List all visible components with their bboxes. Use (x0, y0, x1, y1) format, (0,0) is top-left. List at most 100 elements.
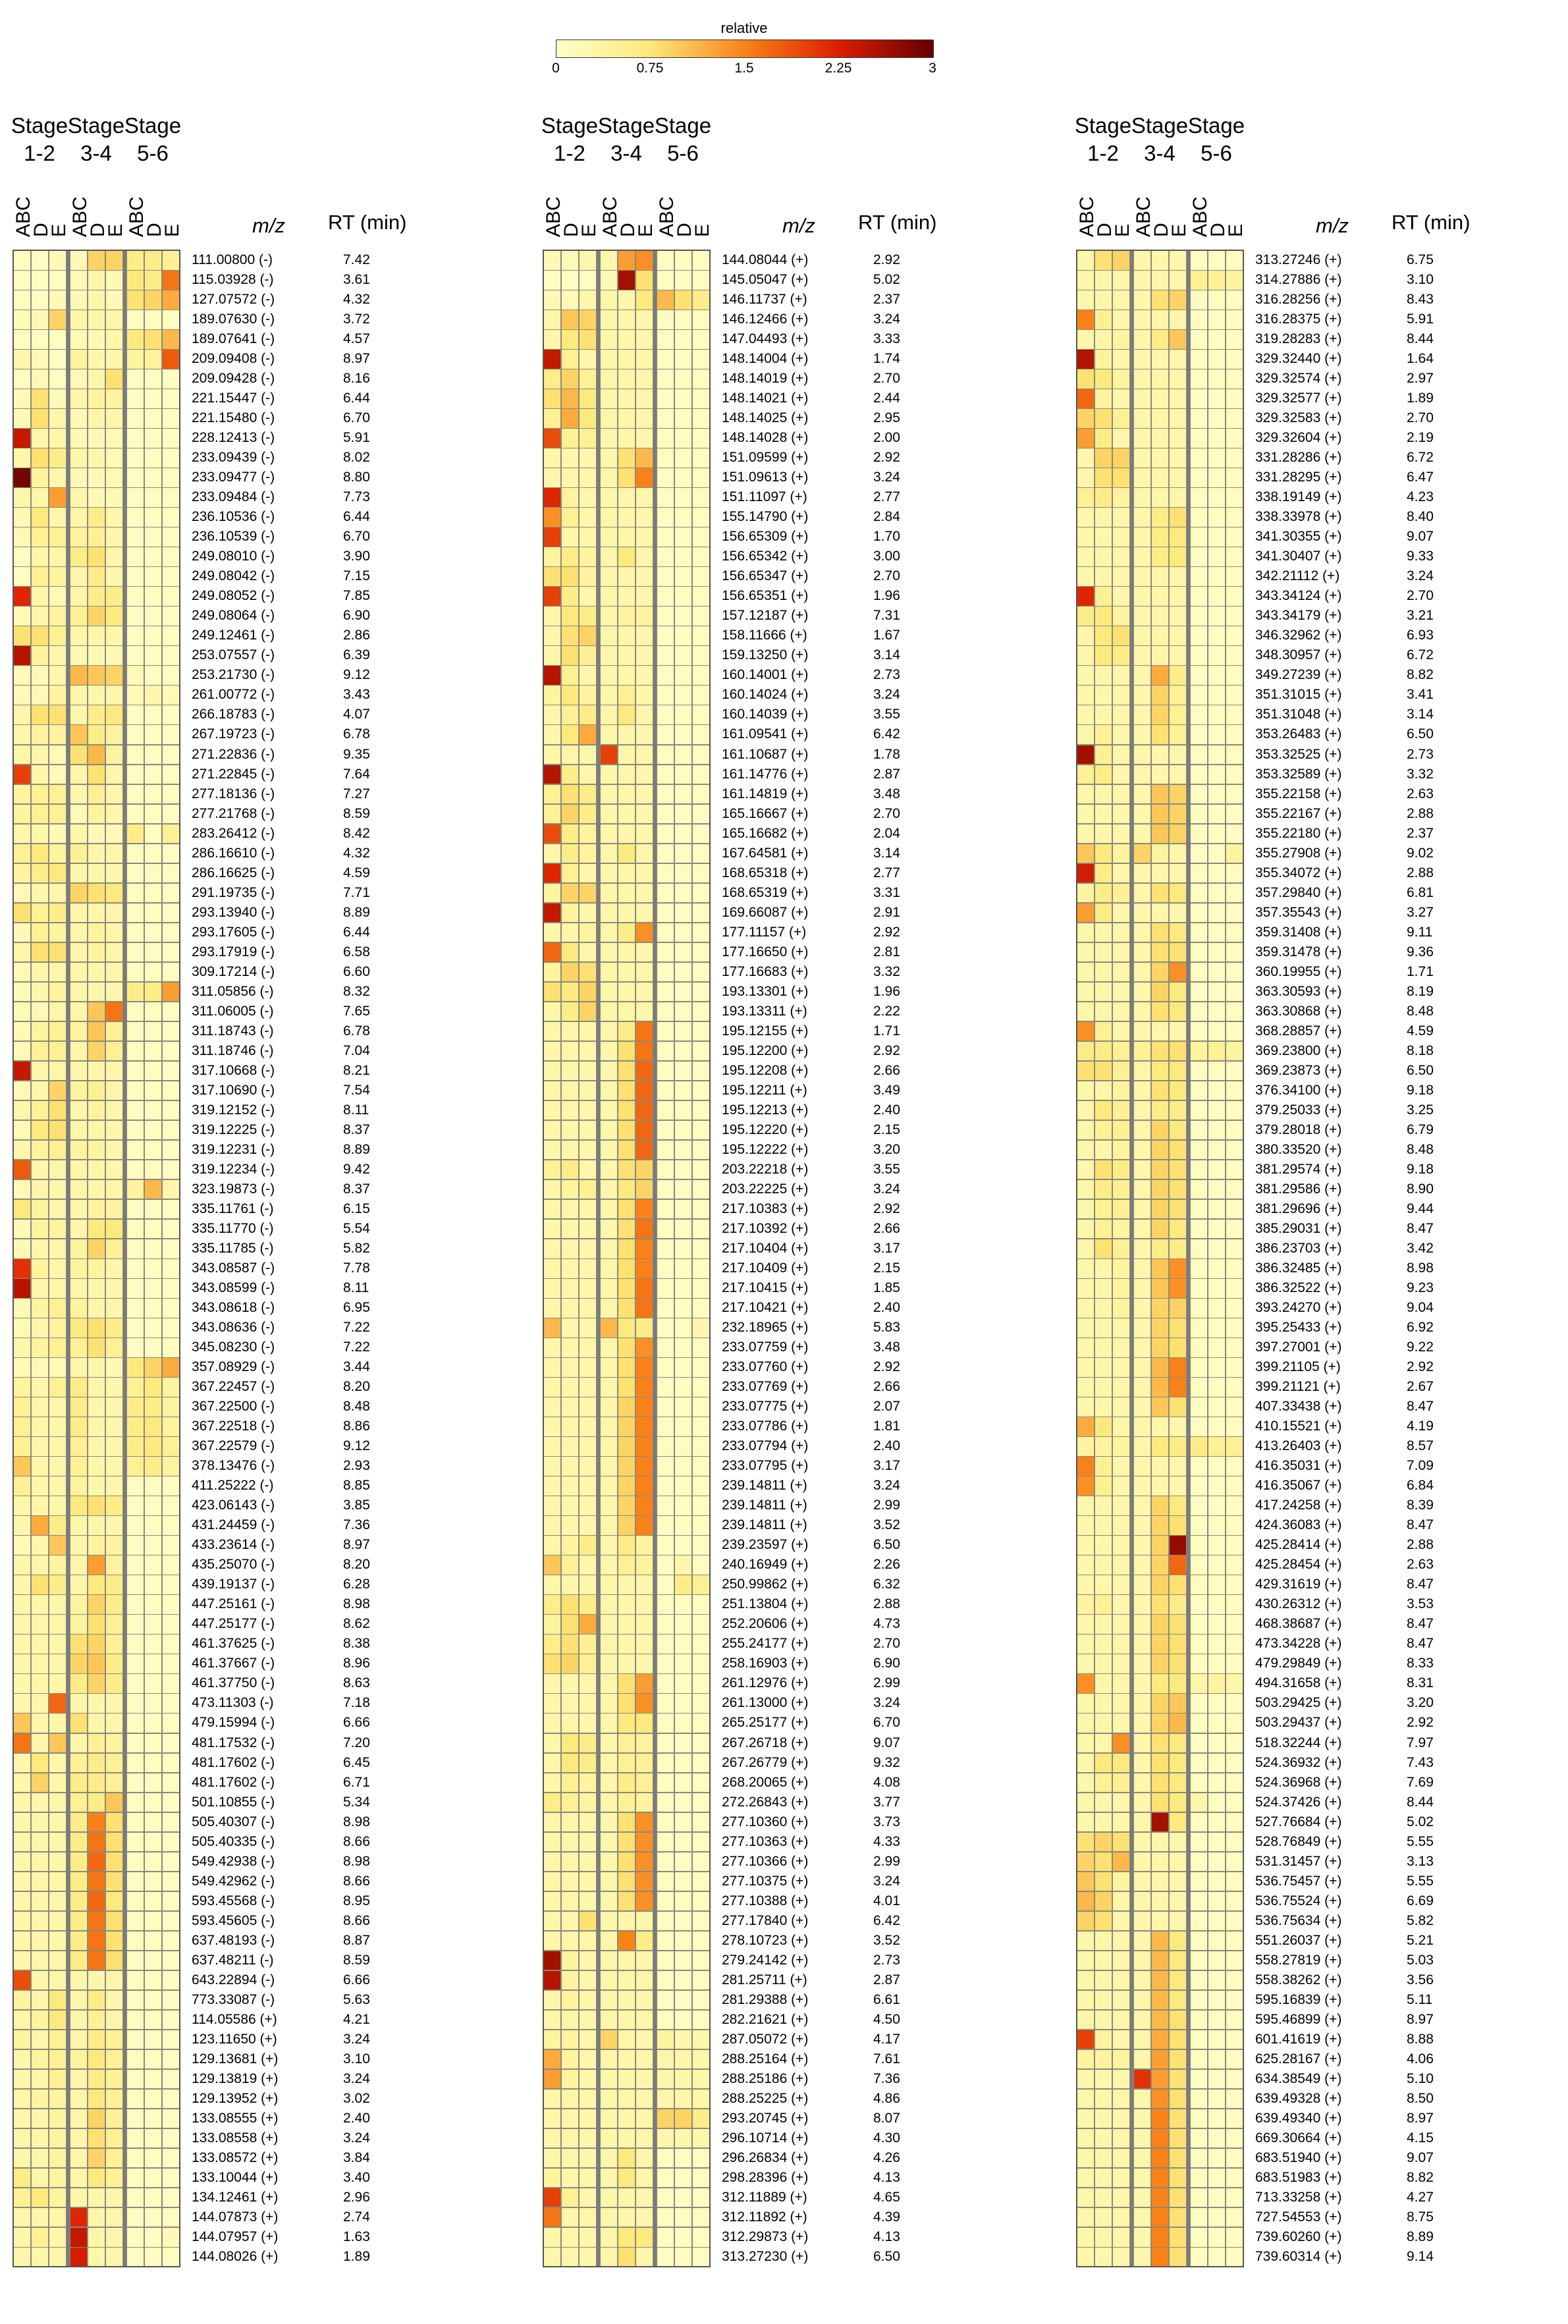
rt-value: 8.33 (1407, 1656, 1434, 1671)
rt-value: 8.02 (343, 450, 370, 466)
heatmap-cell (144, 369, 162, 389)
heatmap-cell (88, 310, 105, 330)
rt-value: 7.61 (873, 2051, 900, 2067)
rt-value: 8.47 (1407, 1399, 1434, 1415)
rt-value: 3.55 (873, 1161, 900, 1177)
heatmap-cell (144, 645, 162, 666)
rt-value: 7.04 (343, 1042, 370, 1058)
legend-tick-4: 3 (929, 61, 936, 76)
rt-value: 5.21 (1407, 1932, 1434, 1948)
mz-value: 536.75457 (+) (1255, 1873, 1342, 1889)
rt-value: 1.64 (1407, 351, 1434, 367)
heatmap-cell (105, 626, 123, 646)
rt-value: 8.47 (1407, 1577, 1434, 1592)
mz-value: 161.09541 (+) (722, 726, 809, 742)
rt-value: 2.40 (873, 1300, 900, 1316)
heatmap-frame (13, 250, 180, 2268)
legend-tick-2: 1.5 (734, 61, 754, 76)
rt-value: 6.50 (1407, 1062, 1434, 1078)
mz-value: 353.26483 (+) (1255, 726, 1342, 742)
color-legend: relative 0 0.75 1.5 2.25 3 (552, 20, 948, 86)
rt-value: 3.00 (873, 549, 900, 564)
mz-value: 727.54553 (+) (1255, 2209, 1342, 2225)
heatmap-cell (144, 586, 162, 607)
rt-value: 7.65 (343, 1003, 370, 1019)
mz-value: 411.25222 (-) (192, 1478, 274, 1494)
heatmap-cell (126, 389, 144, 409)
rt-value: 2.40 (873, 1102, 900, 1118)
mz-value: 217.10409 (+) (722, 1260, 809, 1276)
column-label: E (691, 223, 713, 237)
mz-value: 156.65351 (+) (722, 588, 809, 604)
heatmap-cell (144, 349, 162, 369)
rt-value: 2.66 (873, 1379, 900, 1395)
heatmap-cell (105, 645, 123, 666)
rt-value: 3.20 (873, 1141, 900, 1157)
heatmap-cell (105, 527, 123, 547)
mz-value: 123.11650 (+) (192, 2031, 277, 2047)
mz-value: 380.33520 (+) (1255, 1141, 1342, 1157)
mz-value: 160.14024 (+) (722, 687, 809, 703)
mz-value: 379.28018 (+) (1255, 1121, 1342, 1137)
mz-value: 494.31658 (+) (1255, 1675, 1342, 1691)
mz-value: 250.99862 (+) (722, 1577, 809, 1592)
rt-value: 7.18 (343, 1695, 370, 1711)
heatmap-cell (126, 527, 144, 547)
rt-value: 8.47 (1407, 1616, 1434, 1632)
rt-value: 8.18 (1407, 1042, 1434, 1058)
rt-value: 7.43 (1407, 1754, 1434, 1770)
heatmap-cell (126, 310, 144, 330)
mz-value: 156.65342 (+) (722, 549, 809, 564)
rt-value: 8.89 (1407, 2229, 1434, 2244)
mz-value: 431.24459 (-) (192, 1517, 275, 1533)
mz-value: 367.22500 (-) (192, 1399, 275, 1415)
mz-value: 177.11157 (+) (722, 924, 807, 940)
rt-value: 7.85 (343, 588, 370, 604)
rt-value: 1.71 (1407, 963, 1434, 979)
heatmap-cell (144, 626, 162, 646)
mz-value: 233.07786 (+) (722, 1419, 809, 1434)
rt-value: 5.82 (1407, 1912, 1434, 1928)
mz-value: 168.65319 (+) (722, 884, 809, 900)
rt-value: 6.50 (873, 2249, 900, 2265)
mz-value: 160.14039 (+) (722, 707, 809, 722)
mz-value: 148.14019 (+) (722, 371, 809, 387)
mz-value: 637.48193 (-) (192, 1932, 275, 1948)
mz-value: 239.14811 (+) (722, 1517, 807, 1533)
mz-value: 279.24142 (+) (722, 1952, 809, 1968)
rt-value: 2.87 (873, 1972, 900, 1987)
rt-value: 6.70 (343, 410, 370, 426)
mz-value: 329.32574 (+) (1255, 371, 1342, 387)
mz-value: 233.09439 (-) (192, 450, 275, 466)
rt-value: 3.73 (873, 1814, 900, 1829)
mz-value: 239.14811 (+) (722, 1498, 807, 1513)
mz-value: 634.38549 (+) (1255, 2070, 1342, 2086)
heatmap-cell (49, 428, 67, 448)
mz-value: 195.12213 (+) (722, 1102, 809, 1118)
mz-value: 133.10044 (+) (192, 2169, 279, 2185)
rt-value: 1.96 (873, 983, 900, 999)
mz-value: 127.07572 (-) (192, 292, 275, 308)
mz-value: 249.08010 (-) (192, 549, 275, 564)
rt-value: 2.40 (873, 1438, 900, 1454)
mz-value: 338.19149 (+) (1255, 489, 1342, 505)
heatmap-cell (144, 270, 162, 290)
mz-value: 481.17602 (-) (192, 1774, 275, 1790)
heatmap-cell (70, 448, 88, 468)
rt-value: 8.82 (1407, 667, 1434, 683)
rt-value: 8.97 (1407, 2011, 1434, 2027)
mz-value: 312.11889 (+) (722, 2189, 807, 2205)
heatmap-cell (162, 349, 180, 369)
heatmap-cell (88, 448, 105, 468)
mz-value: 287.05072 (+) (722, 2031, 809, 2047)
mz-value: 353.32589 (+) (1255, 766, 1342, 782)
mz-value: 323.19873 (-) (192, 1181, 275, 1197)
heatmap-cell (105, 448, 123, 468)
rt-value: 4.06 (1407, 2051, 1434, 2067)
heatmap-cell (105, 507, 123, 527)
heatmap-cell (162, 527, 180, 547)
heatmap-cell (31, 310, 49, 330)
mz-value: 593.45568 (-) (192, 1893, 275, 1908)
heatmap-cell (88, 626, 105, 646)
rt-value: 1.71 (873, 1023, 900, 1039)
